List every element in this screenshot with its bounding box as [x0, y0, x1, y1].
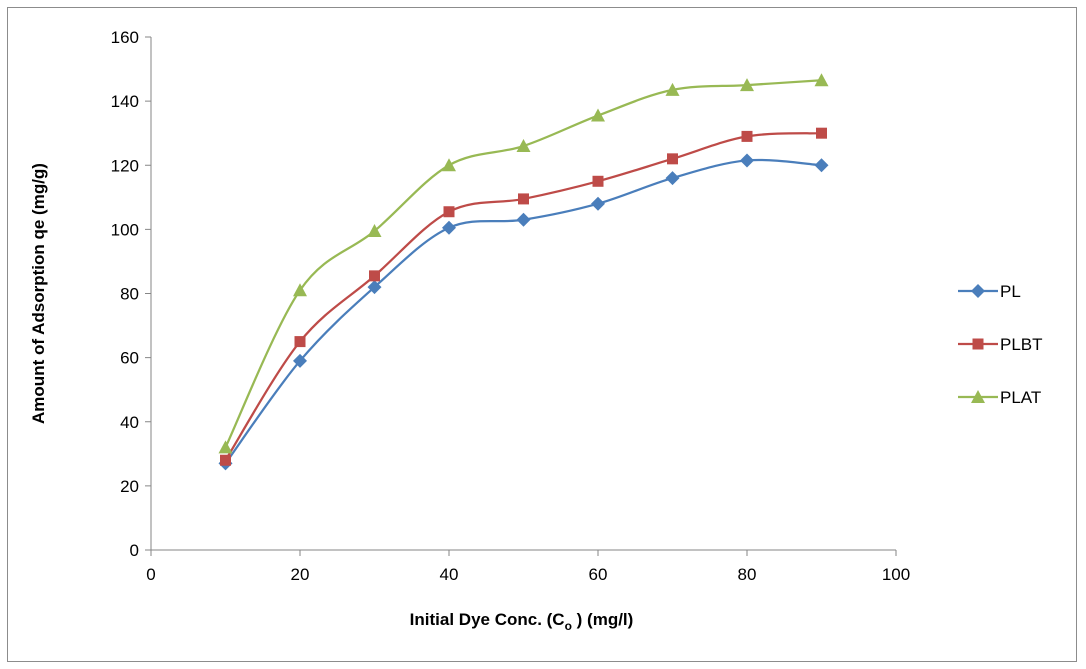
data-point-plat — [442, 158, 456, 172]
y-tick-label: 40 — [120, 413, 139, 432]
legend-marker-plat — [971, 390, 985, 403]
data-point-plat — [293, 283, 307, 297]
series-markers — [218, 73, 829, 471]
data-point-plbt — [741, 130, 753, 142]
data-point-plat — [665, 82, 680, 96]
data-point-plat — [591, 108, 605, 122]
y-tick-label: 0 — [130, 541, 139, 560]
data-point-plat — [740, 78, 754, 92]
series-line-pl — [224, 158, 822, 465]
data-point-plbt — [443, 206, 455, 218]
line-chart: 0 20 40 60 80 100 120 140 160 0 20 40 60 80 100 Initia… — [29, 28, 1043, 633]
data-point-pl — [740, 153, 754, 168]
data-point-pl — [367, 280, 382, 295]
series-line-plbt — [224, 132, 822, 461]
x-tick-label: 60 — [589, 565, 608, 584]
data-point-plbt — [369, 270, 380, 282]
legend-marker-pl — [971, 284, 985, 298]
data-point-pl — [814, 158, 829, 173]
x-axis-title: Initial Dye Conc. (Co ) (mg/l) — [410, 610, 634, 633]
data-point-plat — [367, 223, 382, 237]
legend-label-plat: PLAT — [1000, 388, 1041, 407]
series-lines — [224, 79, 822, 465]
y-tick-label: 120 — [111, 156, 139, 175]
tick-labels: 0 20 40 60 80 100 120 140 160 0 20 40 60 80 100 — [111, 28, 911, 584]
y-tick-label: 20 — [120, 477, 139, 496]
data-point-plbt — [518, 193, 529, 205]
data-point-plbt — [592, 175, 604, 187]
data-point-pl — [442, 220, 456, 235]
data-point-pl — [516, 212, 531, 227]
series-line-plat — [224, 79, 822, 448]
legend-label-pl: PL — [1000, 282, 1021, 301]
y-tick-label: 100 — [111, 220, 139, 239]
data-point-pl — [665, 171, 680, 186]
x-tick-label: 100 — [882, 565, 910, 584]
y-tick-label: 140 — [111, 92, 139, 111]
data-point-plbt — [220, 454, 231, 466]
legend-marker-plbt — [972, 338, 984, 350]
x-axis-title-tail: ) (mg/l) — [572, 610, 633, 629]
data-point-pl — [591, 196, 605, 211]
data-point-plat — [814, 73, 829, 87]
data-point-plbt — [667, 153, 678, 165]
y-tick-label: 160 — [111, 28, 139, 47]
y-axis-title: Amount of Adsorption qe (mg/g) — [29, 163, 48, 424]
chart-frame: 0 20 40 60 80 100 120 140 160 0 20 40 60 80 100 Initia… — [7, 7, 1077, 662]
legend-label-plbt: PLBT — [1000, 335, 1043, 354]
data-point-plat — [516, 139, 531, 153]
x-axis-title-main: Initial Dye Conc. (C — [410, 610, 565, 629]
x-tick-label: 40 — [440, 565, 459, 584]
x-tick-label: 20 — [291, 565, 310, 584]
y-tick-label: 60 — [120, 349, 139, 368]
data-point-plbt — [294, 336, 306, 348]
x-tick-label: 0 — [146, 565, 155, 584]
x-axis-title-subscript: o — [565, 619, 572, 633]
x-tick-label: 80 — [738, 565, 757, 584]
axes — [145, 36, 897, 556]
data-point-plbt — [816, 127, 827, 139]
data-point-plat — [218, 440, 233, 454]
data-point-pl — [293, 353, 307, 368]
legend: PL PLBT PLAT — [958, 282, 1043, 407]
y-tick-label: 80 — [120, 285, 139, 304]
